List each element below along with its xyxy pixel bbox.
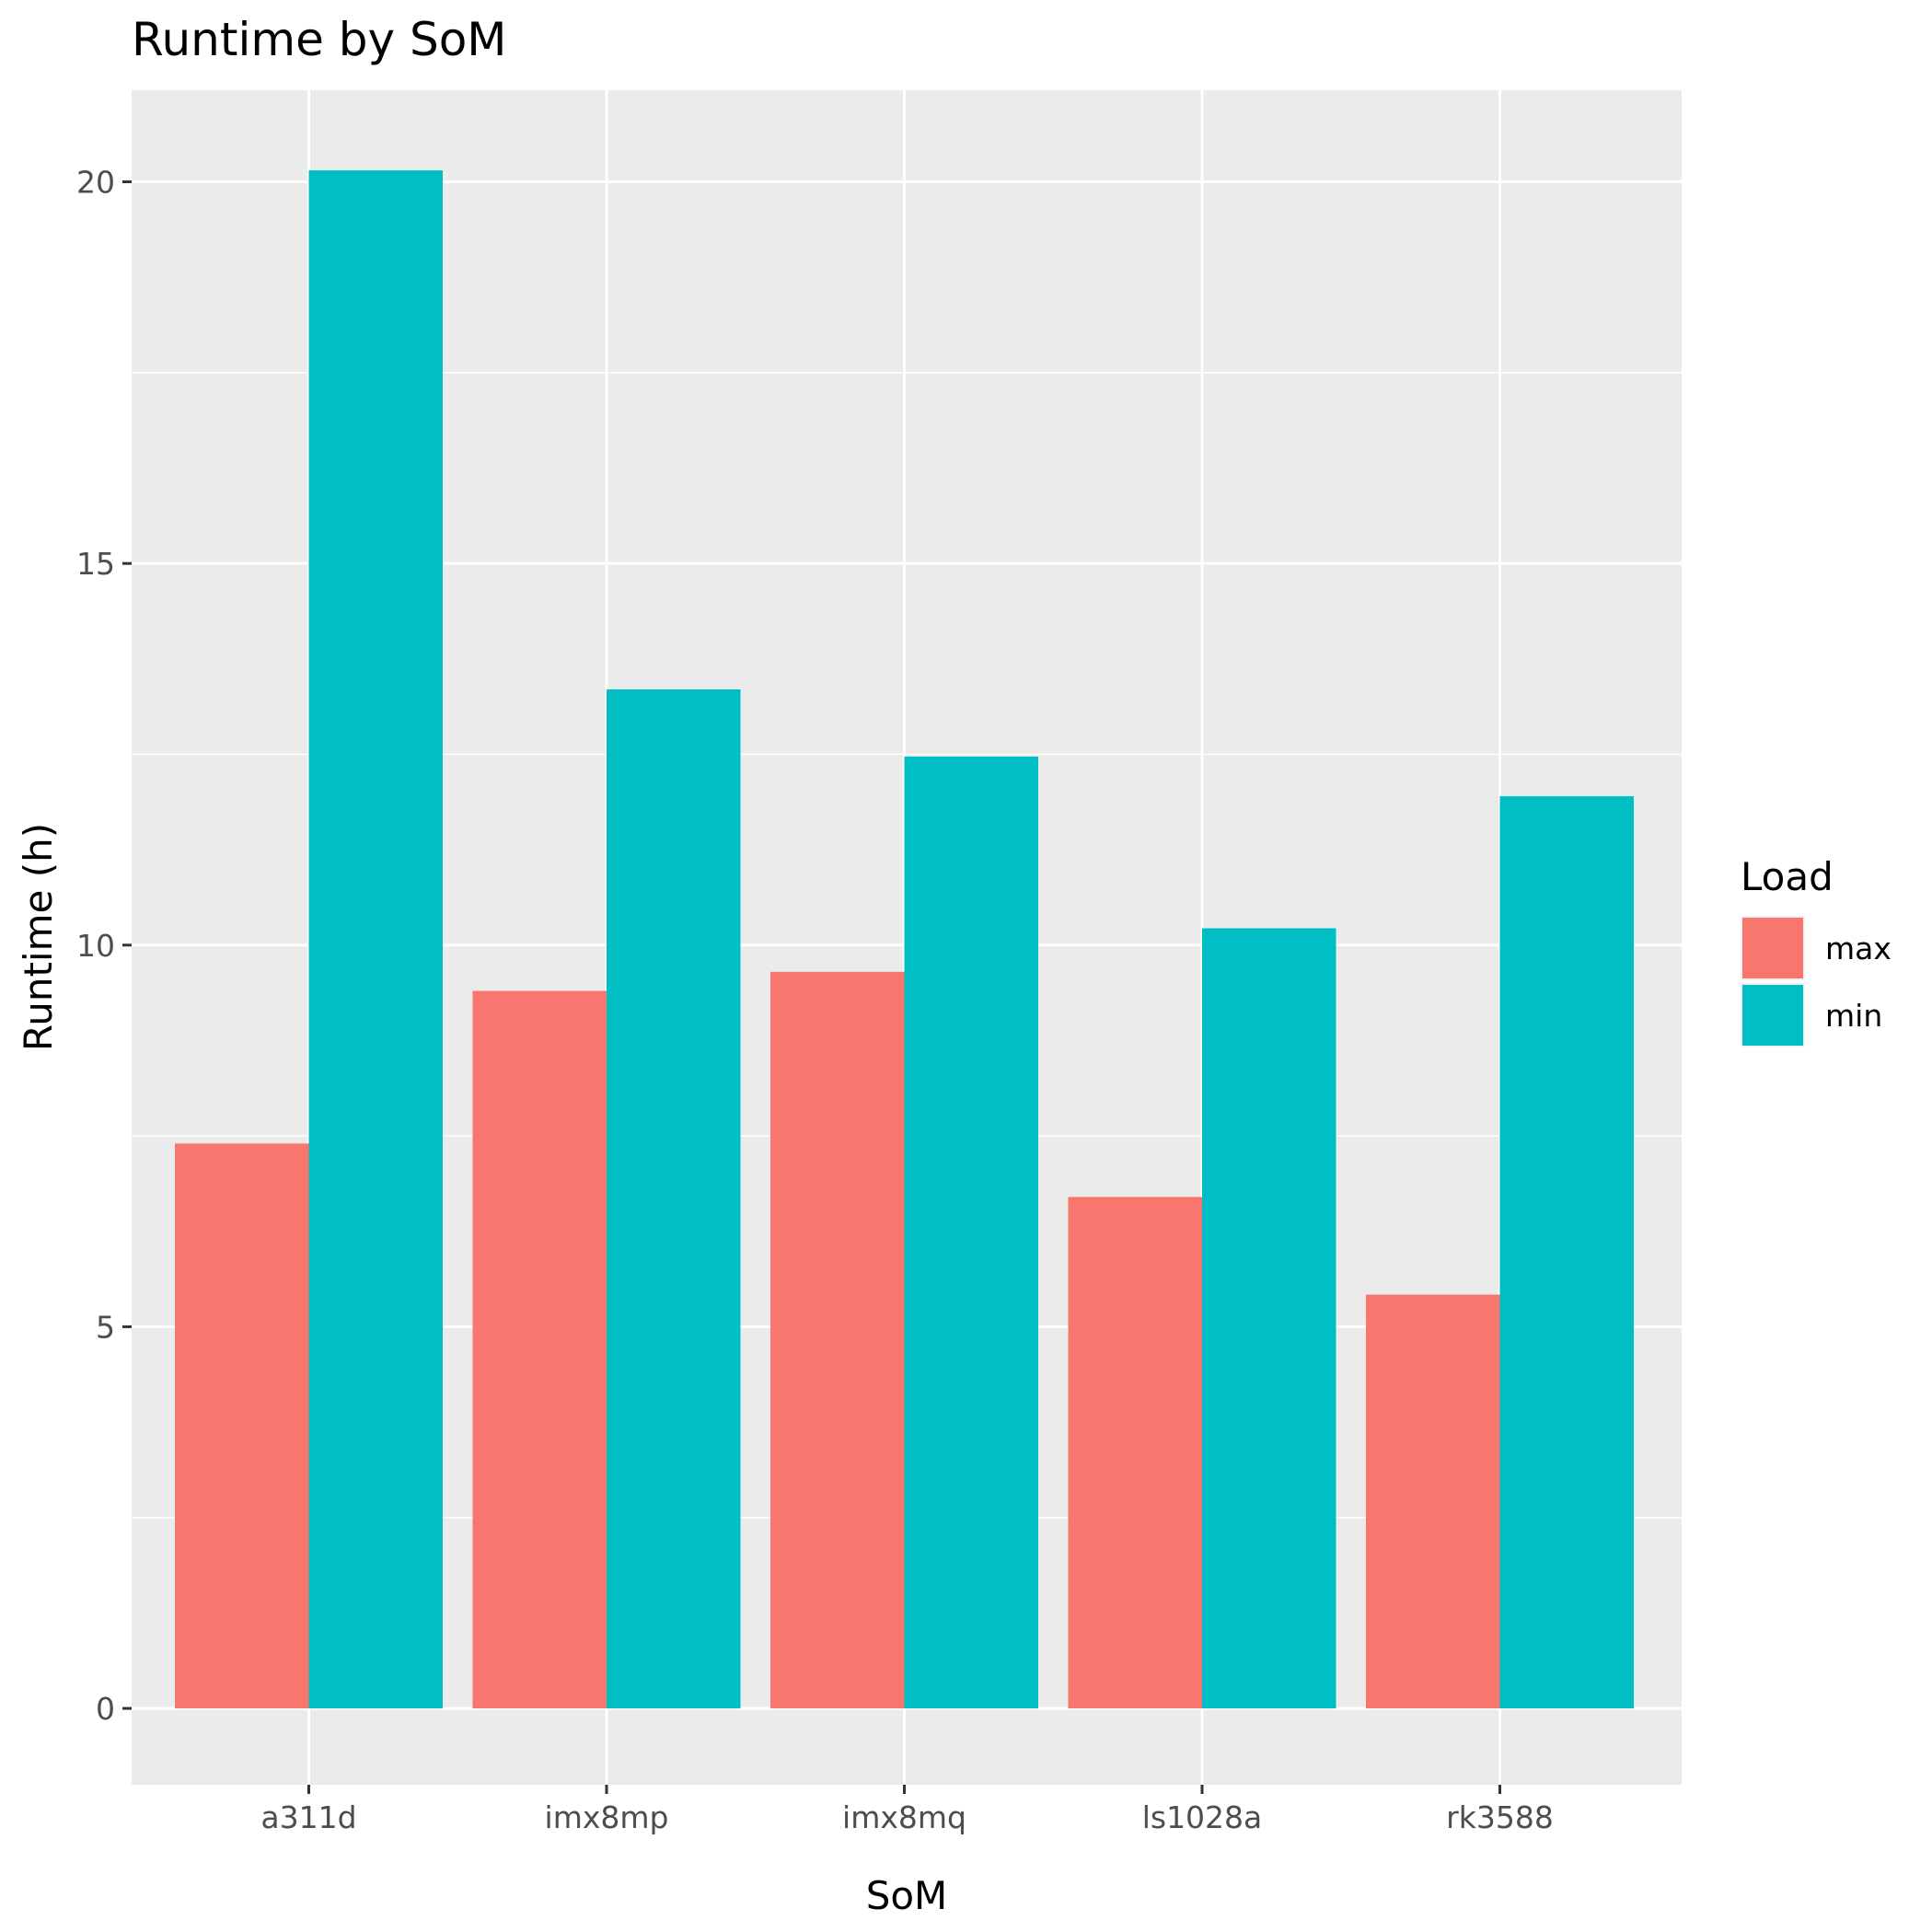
bar-max-rk3588 <box>1366 1294 1500 1709</box>
legend-key-min <box>1742 985 1803 1046</box>
bar-min-rk3588 <box>1499 796 1634 1709</box>
y-tick-label: 10 <box>76 928 115 964</box>
y-tick-label: 15 <box>76 546 115 582</box>
y-axis-ticks: 0 5 10 15 20 <box>76 165 132 1727</box>
y-tick-label: 5 <box>96 1309 115 1345</box>
bar-max-a311d <box>175 1143 309 1709</box>
legend-key-max <box>1742 918 1803 978</box>
chart-title: Runtime by SoM <box>132 13 506 66</box>
x-tick-label-imx8mq: imx8mq <box>842 1799 966 1835</box>
legend-title: Load <box>1741 854 1834 899</box>
legend-items: max min <box>1741 916 1892 1047</box>
bar-group <box>175 170 1634 1709</box>
bar-min-imx8mq <box>904 756 1038 1709</box>
bar-min-ls1028a <box>1202 928 1336 1709</box>
legend: Load max min <box>1741 854 1892 1047</box>
bar-max-imx8mq <box>770 971 905 1709</box>
legend-label-max: max <box>1825 931 1892 966</box>
x-tick-label-ls1028a: ls1028a <box>1142 1799 1263 1835</box>
y-tick-label: 0 <box>96 1691 115 1727</box>
legend-label-min: min <box>1825 998 1882 1034</box>
x-tick-label-imx8mp: imx8mp <box>545 1799 669 1835</box>
bar-max-imx8mp <box>472 990 607 1709</box>
y-axis-title: Runtime (h) <box>16 823 61 1051</box>
bar-max-ls1028a <box>1068 1197 1202 1709</box>
x-axis-ticks: a311d imx8mp imx8mq ls1028a rk3588 <box>260 1785 1554 1835</box>
x-axis-title: SoM <box>866 1873 948 1918</box>
bar-min-a311d <box>308 170 443 1709</box>
x-tick-label-rk3588: rk3588 <box>1446 1799 1554 1835</box>
x-tick-label-a311d: a311d <box>260 1799 356 1835</box>
y-tick-label: 20 <box>76 165 115 201</box>
bar-min-imx8mp <box>607 688 741 1709</box>
